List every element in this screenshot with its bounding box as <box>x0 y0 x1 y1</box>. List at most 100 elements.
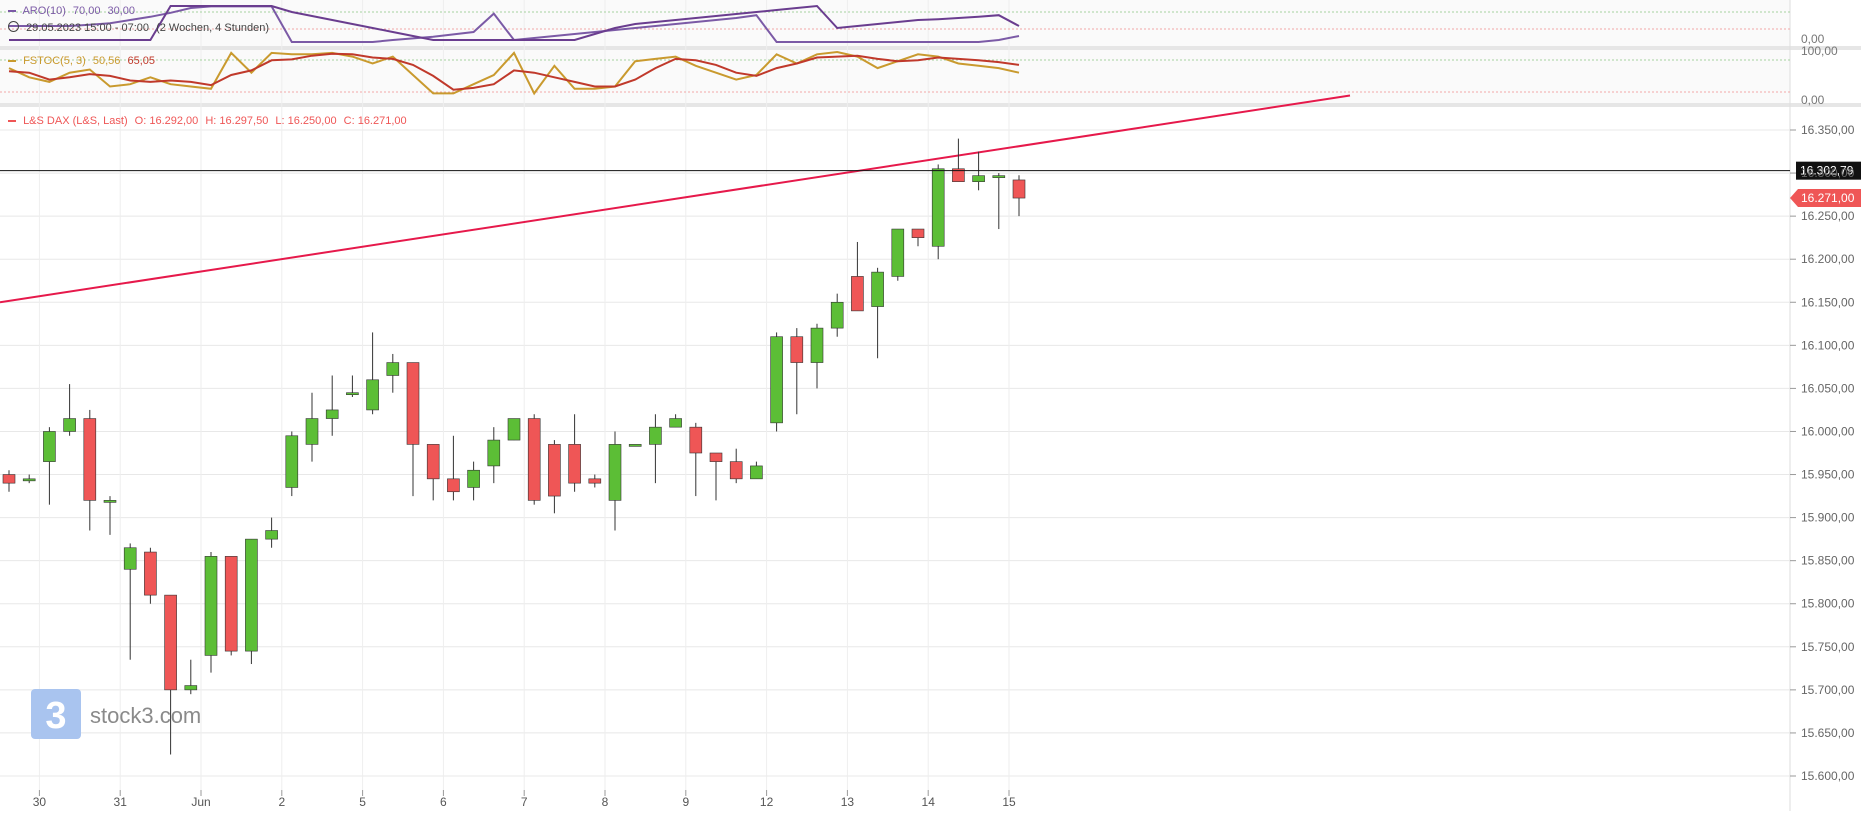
aro-indicator <box>9 4 1020 43</box>
candle-body <box>568 444 581 484</box>
candle-body <box>709 452 723 462</box>
candles <box>2 138 1026 755</box>
candle-body <box>952 168 965 182</box>
candle-body <box>628 444 642 447</box>
time-range: 29.05.2023 15:00 - 07:00 <box>26 22 150 34</box>
x-tick-label: 2 <box>278 795 285 809</box>
main-legend-close: C: 16.271,00 <box>343 115 407 127</box>
candle-body <box>305 418 319 445</box>
candle-body <box>103 500 117 503</box>
candle-body <box>386 362 400 376</box>
y-tick-label: 15.750,00 <box>1801 640 1855 654</box>
y-tick-label: 15.850,00 <box>1801 554 1855 568</box>
x-tick-label: 5 <box>359 795 366 809</box>
candle-body <box>729 461 743 480</box>
fstoc-legend: FSTOC(5, 3) 50,56 65,05 <box>8 55 159 67</box>
y-tick-label: 15.600,00 <box>1801 769 1855 783</box>
y-tick-label: 15.950,00 <box>1801 468 1855 482</box>
trendline-layer <box>0 94 1351 304</box>
candle-body <box>204 556 218 656</box>
candle-body <box>325 409 339 419</box>
time-duration: (2 Wochen, 4 Stunden) <box>156 22 269 34</box>
candle-body <box>447 478 460 493</box>
candle-body <box>265 530 278 540</box>
y-axis: 16.350,00 16.300,00 16.250,00 16.200,00 16.1… <box>1790 123 1855 783</box>
y-tick-label: 16.050,00 <box>1801 381 1855 395</box>
y-tick-label: 15.650,00 <box>1801 726 1855 740</box>
aro-panel-bg <box>0 0 1790 48</box>
y-tick-label: 15.700,00 <box>1801 683 1855 697</box>
candle-body <box>2 474 16 484</box>
candle-body <box>467 469 480 488</box>
candle-body <box>931 168 945 247</box>
y-tick-label: 16.150,00 <box>1801 295 1855 309</box>
watermark-logo-icon <box>31 689 81 739</box>
reference-badge-label: 16.302,79 <box>1800 164 1854 178</box>
aro-legend-v1: 70,00 <box>72 5 101 17</box>
aro-legend: ARO(10) 70,00 30,00 <box>8 5 139 17</box>
fstoc-axis-bottom: 0,00 <box>1801 93 1825 107</box>
x-tick-label: 30 <box>33 795 47 809</box>
x-tick-label: 13 <box>841 795 855 809</box>
candle-body <box>1012 179 1026 199</box>
candle-body <box>285 435 299 488</box>
reference-line-layer: 16.302,79 16.271,00 <box>0 161 1861 208</box>
y-tick-label: 16.250,00 <box>1801 209 1855 223</box>
x-tick-label: 15 <box>1002 795 1016 809</box>
main-legend-high: H: 16.297,50 <box>205 115 269 127</box>
candle-body <box>43 431 56 462</box>
candle-body <box>22 478 36 482</box>
candle-body <box>527 418 541 501</box>
candle-body <box>245 538 258 652</box>
main-legend-swatch <box>8 120 16 123</box>
y-tick-label: 16.350,00 <box>1801 123 1855 137</box>
main-legend-name: L&S DAX (L&S, Last) <box>23 115 128 127</box>
watermark-text: stock3.com <box>90 703 201 728</box>
candle-body <box>426 444 440 480</box>
candle-body <box>63 418 76 432</box>
aro-axis-label: 0,00 <box>1801 32 1825 46</box>
watermark: 3 stock3.com <box>31 689 201 739</box>
trendline <box>0 94 1351 304</box>
candle-body <box>548 444 561 497</box>
main-legend-low: L: 16.250,00 <box>275 115 337 127</box>
candle-body <box>346 392 359 396</box>
candle-body <box>507 418 521 441</box>
candle-body <box>144 551 157 596</box>
x-tick-label: 6 <box>440 795 447 809</box>
fstoc-axis-top: 100,00 <box>1801 44 1838 58</box>
reference-badge <box>1796 161 1861 180</box>
panel-divider-2 <box>0 103 1861 107</box>
candle-body <box>164 594 177 691</box>
aro-legend-v2: 30,00 <box>107 5 136 17</box>
candle-body <box>830 301 844 329</box>
y-tick-label: 16.000,00 <box>1801 424 1855 438</box>
fstoc-legend-v1: 50,56 <box>92 55 121 67</box>
y-tick-label: 16.200,00 <box>1801 252 1855 266</box>
main-legend: L&S DAX (L&S, Last) O: 16.292,00 H: 16.2… <box>8 115 411 127</box>
x-tick-label: 31 <box>114 795 128 809</box>
candle-body <box>588 478 602 484</box>
candle-body <box>891 228 905 277</box>
main-legend-open: O: 16.292,00 <box>134 115 199 127</box>
candle-body <box>911 228 925 238</box>
y-tick-label: 16.100,00 <box>1801 338 1855 352</box>
fstoc-indicator <box>8 50 1020 96</box>
candle-body <box>184 685 198 691</box>
candle-body <box>487 439 501 467</box>
fstoc-legend-swatch <box>8 60 16 63</box>
fstoc-legend-title: FSTOC(5, 3) <box>23 55 86 67</box>
last-price-label: 16.271,00 <box>1801 191 1855 205</box>
x-tick-label: 7 <box>521 795 528 809</box>
candle-body <box>851 276 864 312</box>
y-tick-label: 15.900,00 <box>1801 511 1855 525</box>
candle-body <box>790 336 804 363</box>
fstoc-d-line <box>8 52 1020 91</box>
x-tick-label: 12 <box>760 795 774 809</box>
candle-body <box>750 465 763 480</box>
candle-body <box>669 418 682 428</box>
last-price-badge <box>1790 189 1861 208</box>
aro-legend-swatch <box>8 10 16 13</box>
